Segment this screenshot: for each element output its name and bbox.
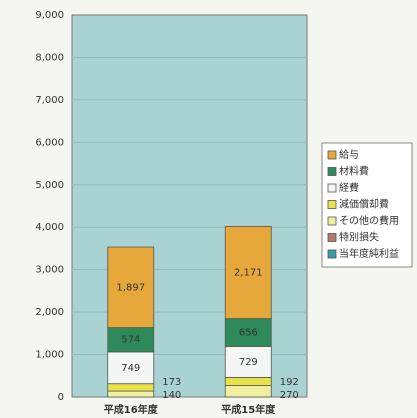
- data-label: 270: [280, 390, 299, 401]
- bar-segment: [107, 390, 155, 398]
- y-tick-label: 2,000: [35, 307, 64, 318]
- legend-label: 特別損失: [339, 231, 379, 244]
- data-label: 749: [121, 363, 140, 374]
- data-label: 2,171: [234, 268, 263, 279]
- data-label: 173: [162, 377, 181, 388]
- legend-swatch: [327, 216, 337, 226]
- bar-segment: [224, 226, 272, 320]
- bar-segment: [224, 376, 272, 386]
- legend-swatch: [327, 183, 337, 193]
- bar-segment: [107, 327, 155, 353]
- y-tick-label: 0: [58, 392, 64, 403]
- legend-swatch: [327, 233, 337, 242]
- x-tick-label: 平成15年度: [221, 403, 276, 416]
- y-tick-label: 9,000: [35, 10, 64, 21]
- legend-label: その他の費用: [339, 214, 399, 227]
- legend-label: 経費: [339, 181, 359, 194]
- legend-label: 当年度純利益: [339, 247, 399, 260]
- y-tick-label: 3,000: [35, 265, 64, 276]
- plot-area: [71, 14, 308, 398]
- bar-segment: [224, 385, 272, 398]
- y-tick-label: 4,000: [35, 222, 64, 233]
- data-label: 140: [162, 390, 181, 401]
- bar-segment: [107, 246, 155, 328]
- legend-swatch: [327, 150, 337, 160]
- y-tick-label: 5,000: [35, 180, 64, 191]
- bar-segment: [224, 346, 272, 378]
- legend-swatch: [327, 167, 337, 176]
- legend-label: 減価償却費: [339, 198, 389, 211]
- bar-segment: [107, 351, 155, 385]
- data-label: 574: [121, 335, 140, 346]
- legend-box: [321, 142, 413, 268]
- x-tick-label: 平成16年度: [104, 403, 159, 416]
- legend-swatch: [327, 200, 337, 209]
- legend-swatch: [327, 249, 337, 259]
- y-tick-label: 1,000: [35, 350, 64, 361]
- y-tick-label: 6,000: [35, 137, 64, 148]
- y-tick-label: 8,000: [35, 52, 64, 63]
- y-tick-label: 7,000: [35, 95, 64, 106]
- data-label: 192: [280, 377, 299, 388]
- data-label: 656: [239, 328, 258, 339]
- bar-segment: [107, 383, 155, 392]
- legend-label: 給与: [339, 148, 359, 161]
- data-label: 729: [239, 357, 258, 368]
- data-label: 1,897: [116, 282, 145, 293]
- legend-label: 材料費: [339, 165, 369, 178]
